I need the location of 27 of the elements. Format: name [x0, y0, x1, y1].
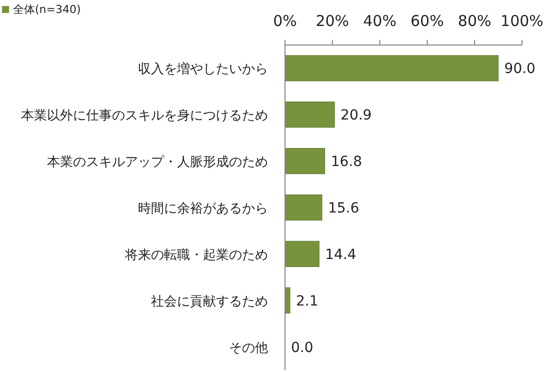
y-tick-label: 時間に余裕があるから [138, 202, 268, 216]
data-label: 14.4 [325, 246, 356, 263]
y-tick-label: 社会に貢献するため [151, 294, 268, 310]
x-tick-label: 0% [273, 12, 297, 30]
x-tick-label: 40% [363, 12, 396, 30]
bar [284, 287, 290, 314]
data-label: 15.6 [328, 200, 360, 216]
x-tick-label: 60% [410, 12, 444, 30]
bar [284, 55, 499, 82]
x-tick-label: 20% [316, 12, 350, 30]
y-tick-label: 本業のスキルアップ・人脈形成のため [47, 155, 268, 170]
bar [284, 148, 326, 174]
x-tick-label: 80% [458, 12, 492, 30]
y-tick-label: 本業以外に仕事のスキルを身につけるため [21, 108, 268, 124]
data-label: 90.0 [504, 61, 536, 78]
bar [284, 194, 322, 221]
data-label: 2.1 [296, 293, 318, 310]
data-label: 20.9 [340, 108, 372, 124]
y-tick-label: 収入を増やしたいから [138, 61, 268, 78]
y-tick-label: その他 [229, 340, 268, 356]
data-label: 16.8 [330, 154, 362, 170]
y-tick-label: 将来の転職・起業のため [124, 248, 268, 263]
bar [284, 240, 320, 267]
legend-label: 全体(n=340) [13, 3, 81, 16]
bar [284, 102, 335, 128]
x-tick-label: 100% [500, 12, 544, 30]
data-label: 0.0 [291, 340, 314, 356]
